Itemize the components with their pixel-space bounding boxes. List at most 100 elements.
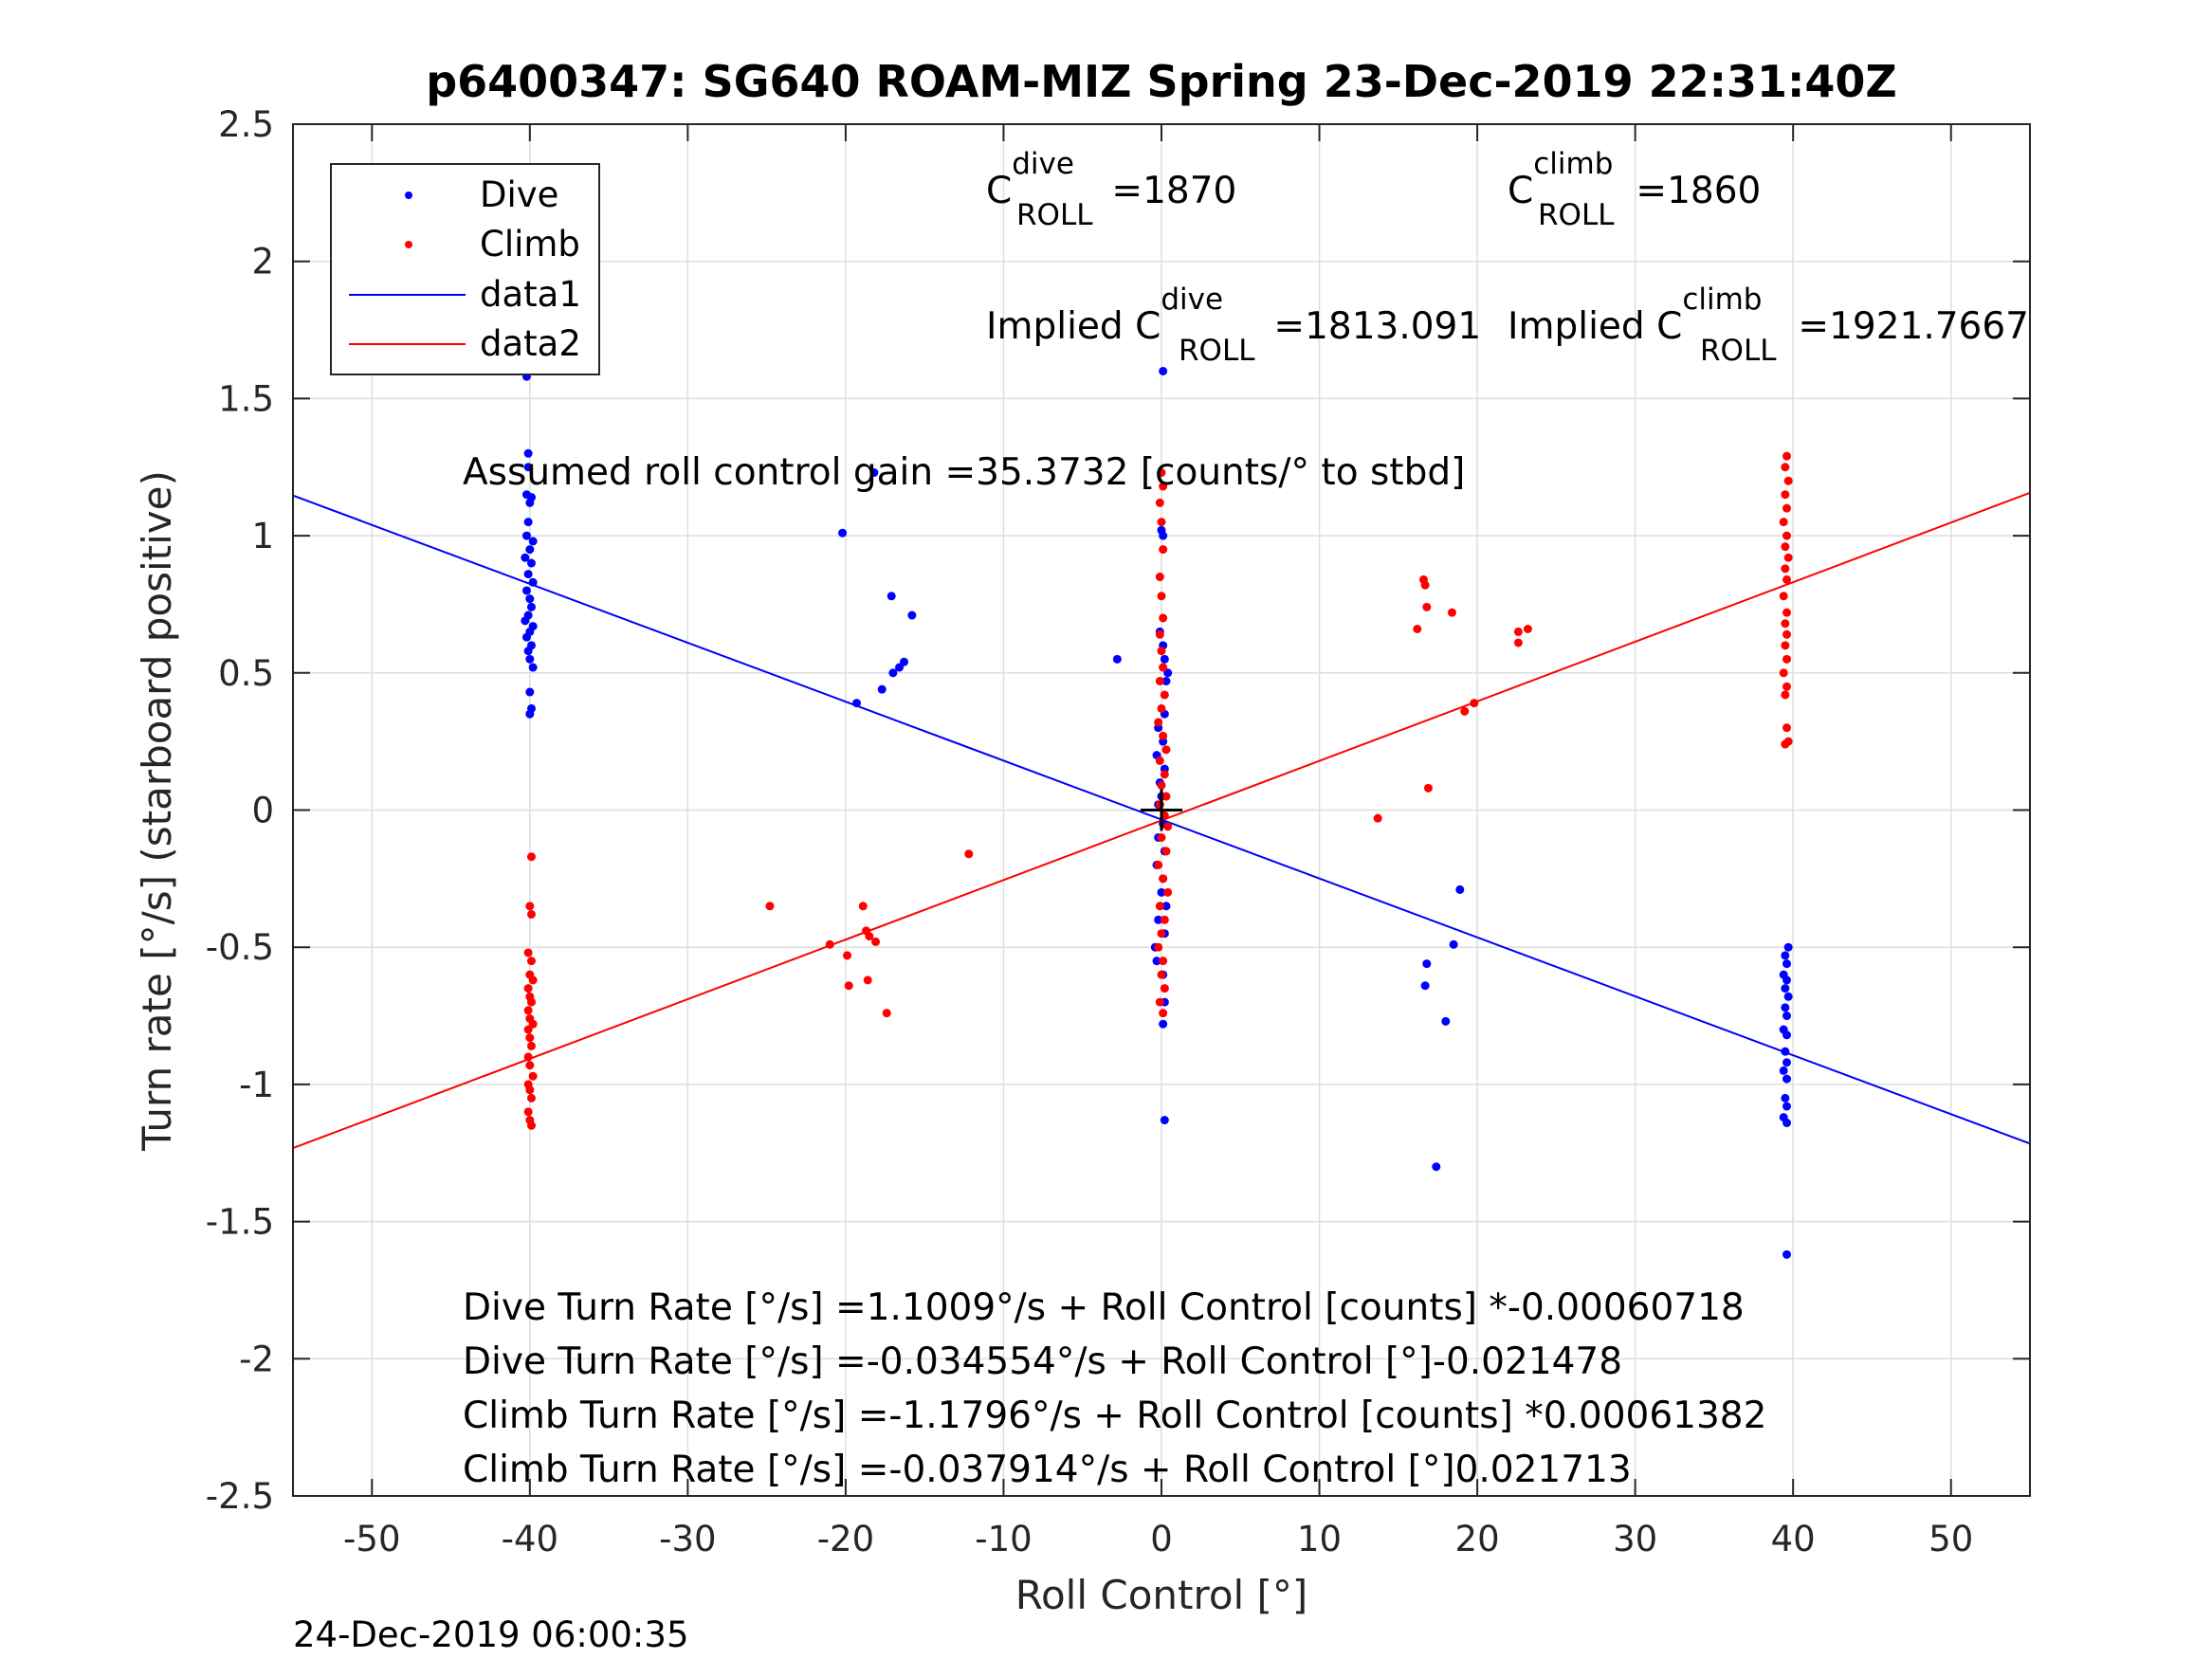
dive-point (525, 687, 535, 697)
legend: Dive Climb data1 data2 (330, 163, 600, 375)
climb-point (1157, 468, 1166, 478)
climb-point (844, 981, 853, 991)
dive-point (525, 709, 535, 719)
climb-point (1155, 573, 1164, 582)
climb-point (1782, 503, 1792, 513)
climb-point (1159, 731, 1168, 740)
climb-point (1422, 602, 1432, 611)
dive-point (895, 663, 905, 672)
dive-fit-counts-annotation: Dive Turn Rate [°/s] =1.1009°/s + Roll C… (463, 1286, 1745, 1329)
y-tick-label: 2 (251, 242, 274, 283)
climb-point (1781, 463, 1790, 472)
climb-point (1160, 770, 1169, 779)
c-roll-dive-annotation: Cdive ROLL =1870 (986, 147, 1236, 232)
dive-point (877, 684, 887, 694)
dive-point (523, 518, 533, 527)
climb-point (528, 975, 538, 985)
dive-point (838, 528, 848, 538)
climb-point (1159, 663, 1168, 672)
climb-point (1513, 638, 1523, 647)
climb-point (1155, 756, 1164, 765)
y-tick-label: 1.5 (218, 378, 274, 419)
climb-point (1781, 690, 1790, 700)
climb-point (1782, 531, 1792, 540)
dive-point (1441, 1016, 1451, 1026)
y-tick-label: 1 (251, 516, 274, 556)
legend-label-data1: data1 (480, 274, 581, 315)
climb-point (1779, 592, 1788, 601)
dive-point (1782, 1012, 1792, 1021)
c-roll-climb-annotation: Cclimb ROLL =1860 (1508, 147, 1761, 232)
dive-point (526, 602, 536, 611)
climb-point (858, 902, 868, 911)
dive-point (523, 647, 533, 656)
dive-point (1782, 1102, 1792, 1111)
dive-point (1782, 1074, 1792, 1084)
dive-point (1112, 654, 1122, 664)
x-tick-label: -10 (975, 1519, 1032, 1559)
x-tick-label: 50 (1929, 1519, 1973, 1559)
dive-point (521, 586, 531, 595)
climb-point (526, 1093, 536, 1103)
dive-point (888, 668, 898, 678)
climb-point (1781, 490, 1790, 500)
climb-point (1779, 518, 1788, 527)
climb-point (843, 951, 852, 960)
climb-point (525, 902, 535, 911)
climb-point (1161, 792, 1171, 801)
legend-marker-dive (405, 191, 412, 199)
dive-point (1160, 1116, 1169, 1125)
dive-point (523, 448, 533, 458)
dive-point (1782, 1118, 1792, 1127)
dive-point (525, 545, 535, 555)
dive-point (1782, 959, 1792, 969)
climb-point (1782, 682, 1792, 691)
climb-point (1159, 482, 1168, 491)
climb-point (1160, 690, 1169, 700)
climb-point (523, 1006, 533, 1015)
dive-point (1161, 676, 1171, 685)
climb-point (1159, 1009, 1168, 1018)
climb-point (1159, 613, 1168, 623)
climb-point (1779, 668, 1788, 678)
climb-point (1155, 498, 1164, 507)
climb-point (526, 1041, 536, 1050)
dive-point (1781, 984, 1790, 994)
y-tick-label: -0.5 (206, 927, 274, 968)
y-axis-label: Turn rate [°/s] (starboard positive) (134, 470, 180, 1152)
climb-point (863, 975, 872, 985)
climb-point (1423, 783, 1433, 793)
dive-point (1783, 942, 1793, 952)
dive-point (1432, 1162, 1441, 1172)
climb-point (528, 1071, 538, 1081)
climb-point (525, 1085, 535, 1095)
climb-point (825, 939, 834, 949)
climb-point (1782, 723, 1792, 733)
dive-point (521, 616, 530, 626)
climb-point (526, 957, 536, 966)
climb-point (1161, 847, 1171, 856)
climb-point (1157, 929, 1166, 939)
dive-point (521, 553, 530, 562)
climb-point (1783, 553, 1793, 562)
climb-point (1447, 608, 1456, 617)
legend-label-dive: Dive (480, 174, 558, 215)
climb-point (526, 1121, 536, 1130)
y-tick-label: 0 (251, 791, 274, 831)
dive-point (523, 463, 533, 472)
climb-point (1782, 574, 1792, 584)
climb-point (523, 1052, 533, 1062)
climb-point (1157, 518, 1166, 527)
climb-point (865, 932, 874, 941)
climb-point (523, 948, 533, 957)
climb-point (1159, 957, 1168, 966)
climb-point (1159, 545, 1168, 555)
climb-point (1157, 970, 1166, 979)
dive-point (523, 570, 533, 579)
climb-point (1155, 629, 1164, 639)
climb-point (523, 984, 533, 994)
timestamp: 24-Dec-2019 06:00:35 (293, 1614, 688, 1655)
climb-fit-degrees-annotation: Climb Turn Rate [°/s] =-0.037914°/s + Ro… (463, 1449, 1632, 1491)
climb-point (1460, 706, 1470, 716)
dive-point (1779, 1066, 1788, 1075)
